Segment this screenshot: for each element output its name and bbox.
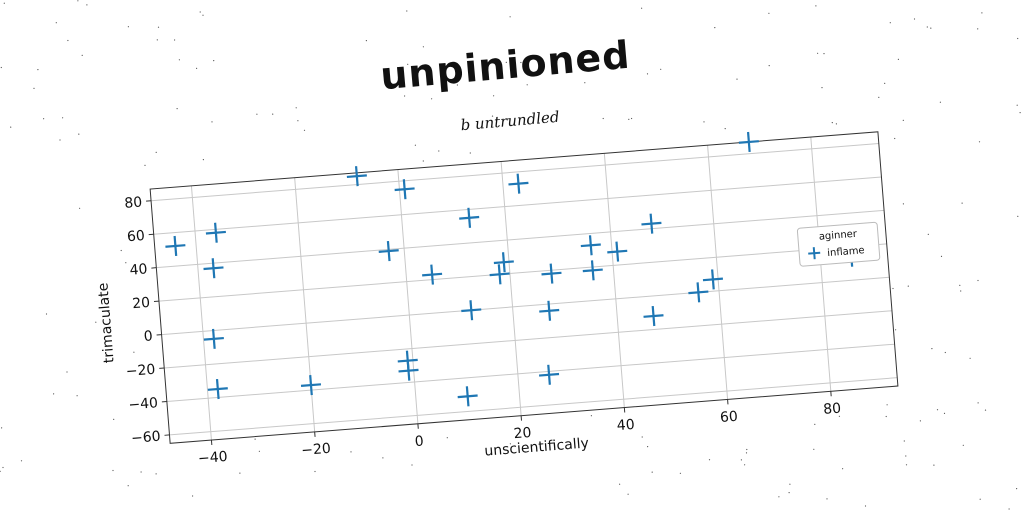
x-tick-label: 40 [616,417,635,434]
data-point [541,263,562,284]
x-tick-label: −20 [301,441,332,459]
legend-box [796,221,881,267]
y-tick-label: 40 [129,261,148,278]
legend-title: aginner [818,229,858,243]
y-gridline [156,209,885,269]
data-point [422,264,443,285]
data-point [580,235,601,256]
data-point [582,260,603,281]
legend-series-label: inflame [827,245,865,259]
data-point [493,252,514,273]
x-gridline [500,161,522,416]
plot-frame [149,131,899,444]
data-point [539,364,560,385]
data-point [378,241,399,262]
y-tick-label: −60 [131,429,162,447]
plot-area: −40 −20 0 20 40 60 80 −60 −40 −20 0 20 40 60 80 unscie… [95,131,899,468]
data-point [203,328,224,349]
x-gridline [603,153,625,408]
data-point [165,235,186,257]
data-point [641,213,662,234]
y-gridline [161,276,890,336]
data-point [459,207,480,228]
data-point [702,269,723,290]
y-tick-label: 60 [126,228,145,245]
x-axis-label: unscientifically [484,435,590,459]
data-point [461,300,482,321]
axis-ticks: −40 −20 0 20 40 60 80 −60 −40 −20 0 20 40 60 80 [124,195,842,468]
data-point [457,386,478,407]
y-gridline [164,310,893,369]
data-point [398,360,419,381]
y-axis-label: trimaculate [95,282,117,364]
data-point [300,375,322,396]
x-tick-label: 80 [823,401,842,418]
y-gridline [169,377,898,436]
y-tick-label: 20 [132,295,151,312]
data-point [688,282,709,303]
data-point [346,166,367,187]
x-tick-label: −40 [197,449,228,467]
data-point [489,264,510,285]
y-tick-label: −20 [125,362,156,380]
x-gridline [397,169,419,424]
x-gridline [707,145,729,400]
y-gridline [151,143,879,202]
x-gridline [190,185,212,441]
data-point [607,241,628,262]
legend-marker [808,247,821,260]
x-tick-label: 20 [513,425,532,442]
data-point [207,378,228,400]
data-point [738,131,759,153]
y-gridline [158,243,887,302]
y-tick-label: 0 [143,328,153,345]
data-point [539,300,560,321]
plot-background [150,131,898,444]
data-point [205,222,226,243]
x-tick-label: 60 [719,409,738,426]
y-tick-label: −40 [128,395,159,413]
data-point [394,179,415,200]
x-tick-label: 0 [414,433,424,450]
data-point [643,305,664,327]
y-gridline [166,343,895,402]
legend: aginner inflame [796,221,881,267]
y-gridline [153,176,882,235]
grid [151,137,898,441]
y-tick-label: 80 [124,195,143,212]
data-point [508,173,529,194]
data-point [203,258,224,279]
